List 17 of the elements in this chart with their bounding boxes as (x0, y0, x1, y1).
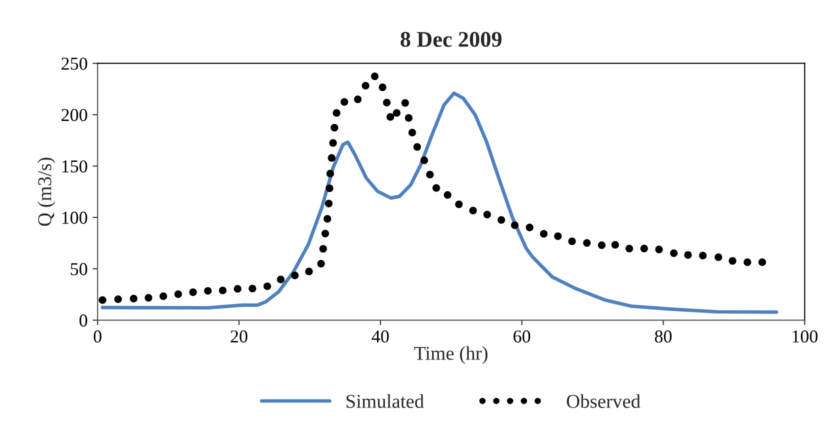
y-tick-label: 250 (62, 58, 88, 70)
y-tick-label: 100 (62, 212, 88, 224)
x-tick-label: 100 (792, 330, 818, 343)
x-axis-title: Time (hr) (414, 346, 488, 364)
x-tick-label: 0 (94, 330, 102, 343)
y-tick-label: 0 (80, 314, 88, 327)
y-tick-label: 200 (62, 108, 88, 122)
y-tick-label: 150 (62, 160, 88, 173)
x-tick-label: 60 (514, 330, 530, 343)
x-tick-label: 80 (654, 330, 672, 343)
y-axis-title: Q (m3/s) (38, 158, 56, 226)
legend-label: Simulated (346, 394, 424, 408)
chart-title: 8 Dec 2009 (400, 32, 502, 47)
legend-label: Observed (566, 394, 640, 408)
x-tick-label: 20 (230, 330, 248, 343)
x-tick-label: 40 (372, 330, 389, 343)
y-tick-label: 50 (70, 263, 88, 276)
